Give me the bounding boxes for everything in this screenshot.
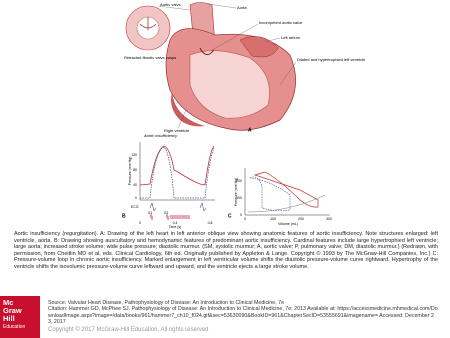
tick-label: 0.8: [208, 221, 213, 225]
panel-b-plot: [139, 142, 215, 221]
heart-illustration: [125, 2, 297, 131]
tick-label: 100: [270, 217, 276, 221]
panel-letter: A: [248, 127, 252, 133]
tick-label: 120: [131, 153, 137, 157]
ecg-label: ECG: [131, 205, 139, 209]
publisher-logo: Mc Graw Hill Education: [0, 296, 40, 338]
sound-label: S1: [148, 211, 152, 215]
logo-text: Hill: [3, 314, 15, 323]
tick-label: 0: [139, 221, 141, 225]
figure: Aortic valve Aorta Incompetent aortic va…: [122, 2, 366, 229]
logo-text: Graw: [3, 306, 22, 315]
tick-label: 200: [236, 179, 242, 183]
axis-label: Pressure (mm Hg): [234, 178, 238, 207]
label: Right ventricle: [164, 128, 190, 133]
panel-letter: C: [228, 213, 232, 219]
source-text: Source: Valvular Heart Disease, Pathophy…: [48, 300, 285, 306]
axis-label: Time (s): [169, 225, 182, 229]
axis-label: Volume (mL): [278, 222, 298, 226]
logo-text: Mc: [3, 298, 14, 307]
tick-label: 0.4: [173, 221, 178, 225]
tick-label: 200: [298, 217, 304, 221]
label: Aorta: [237, 5, 247, 10]
tick-label: 100: [236, 196, 242, 200]
tick-label: 0: [240, 213, 242, 217]
label: Dilated and hypertrophied left ventricle: [297, 57, 366, 62]
source: Source: Valvular Heart Disease, Pathophy…: [48, 300, 438, 325]
panel-letter: B: [122, 213, 126, 219]
label: Aortic valve: [160, 2, 181, 7]
panel-c-plot: [244, 168, 330, 216]
copyright: Copyright © 2017 McGraw-Hill Education. …: [48, 327, 209, 333]
axis-label: Pressure (mm Hg): [128, 157, 132, 186]
tick-label: 0: [135, 196, 137, 200]
caption: Aortic insufficiency (regurgitation). A:…: [14, 231, 438, 270]
panel-title: Aortic insufficiency: [143, 133, 178, 138]
label: Incompetent aortic valve: [259, 20, 303, 25]
label: Retracted fibrotic valve cusps: [124, 55, 176, 60]
tick-label: 0: [244, 217, 246, 221]
tick-label: 40: [133, 183, 137, 187]
sound-label: S2: [164, 211, 168, 215]
logo-text: Education: [3, 324, 26, 330]
citation: Citation: Hammer GD, McPhee SJ. Pathophy…: [48, 306, 438, 325]
tick-label: 80: [133, 168, 137, 172]
label: Left atrium: [281, 35, 301, 40]
tick-label: 300: [326, 217, 332, 221]
